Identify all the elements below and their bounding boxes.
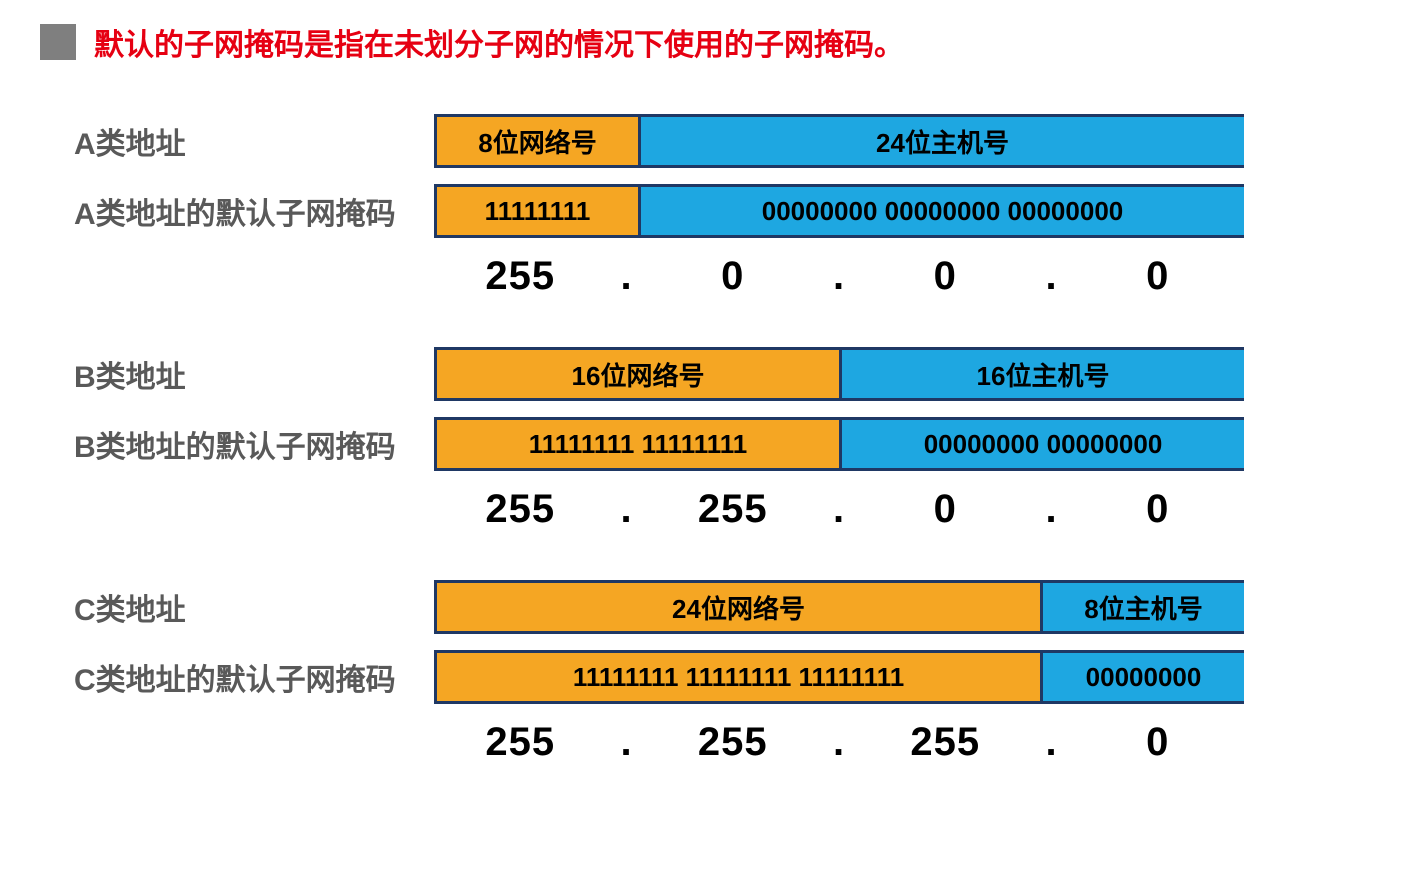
mask-net-segment: 11111111 11111111: [437, 420, 839, 468]
class-block-b: B类地址 16位网络号 16位主机号 B类地址的默认子网掩码 11111111 …: [40, 347, 1372, 532]
mask-row: C类地址的默认子网掩码 11111111 11111111 11111111 0…: [74, 650, 1372, 704]
octet: 255: [647, 720, 820, 765]
dot: .: [1032, 254, 1072, 299]
decimal-row: 255 . 255 . 0 . 0: [434, 487, 1244, 532]
dot: .: [1032, 487, 1072, 532]
dot: .: [607, 720, 647, 765]
addr-row: C类地址 24位网络号 8位主机号: [74, 580, 1372, 634]
class-block-c: C类地址 24位网络号 8位主机号 C类地址的默认子网掩码 11111111 1…: [40, 580, 1372, 765]
decimal-row: 255 . 255 . 255 . 0: [434, 720, 1244, 765]
mask-label: A类地址的默认子网掩码: [74, 189, 434, 233]
octet: 0: [647, 254, 820, 299]
host-segment: 24位主机号: [641, 117, 1244, 165]
net-segment: 16位网络号: [437, 350, 839, 398]
octet: 0: [1072, 487, 1245, 532]
octet: 255: [434, 254, 607, 299]
bullet-icon: [40, 24, 76, 60]
mask-row: B类地址的默认子网掩码 11111111 11111111 00000000 0…: [74, 417, 1372, 471]
class-block-a: A类地址 8位网络号 24位主机号 A类地址的默认子网掩码 11111111 0…: [40, 114, 1372, 299]
addr-label: A类地址: [74, 119, 434, 163]
octet: 0: [1072, 254, 1245, 299]
octet: 0: [1072, 720, 1245, 765]
octet: 255: [647, 487, 820, 532]
mask-host-segment: 00000000: [1043, 653, 1244, 701]
mask-row: A类地址的默认子网掩码 11111111 00000000 00000000 0…: [74, 184, 1372, 238]
page-title: 默认的子网掩码是指在未划分子网的情况下使用的子网掩码。: [94, 20, 904, 64]
dot: .: [819, 254, 859, 299]
mask-host-segment: 00000000 00000000 00000000: [641, 187, 1244, 235]
mask-host-segment: 00000000 00000000: [842, 420, 1244, 468]
dot: .: [819, 487, 859, 532]
octet: 0: [859, 487, 1032, 532]
dot: .: [607, 487, 647, 532]
addr-bar: 16位网络号 16位主机号: [434, 347, 1244, 401]
octet: 255: [859, 720, 1032, 765]
host-segment: 8位主机号: [1043, 583, 1244, 631]
addr-row: B类地址 16位网络号 16位主机号: [74, 347, 1372, 401]
header: 默认的子网掩码是指在未划分子网的情况下使用的子网掩码。: [40, 20, 1372, 64]
net-segment: 8位网络号: [437, 117, 638, 165]
addr-label: B类地址: [74, 352, 434, 396]
decimal-row: 255 . 0 . 0 . 0: [434, 254, 1244, 299]
mask-bar: 11111111 11111111 00000000 00000000: [434, 417, 1244, 471]
dot: .: [819, 720, 859, 765]
mask-bar: 11111111 11111111 11111111 00000000: [434, 650, 1244, 704]
dot: .: [607, 254, 647, 299]
host-segment: 16位主机号: [842, 350, 1244, 398]
mask-bar: 11111111 00000000 00000000 00000000: [434, 184, 1244, 238]
mask-net-segment: 11111111 11111111 11111111: [437, 653, 1040, 701]
addr-bar: 24位网络号 8位主机号: [434, 580, 1244, 634]
addr-label: C类地址: [74, 585, 434, 629]
addr-row: A类地址 8位网络号 24位主机号: [74, 114, 1372, 168]
addr-bar: 8位网络号 24位主机号: [434, 114, 1244, 168]
mask-label: B类地址的默认子网掩码: [74, 422, 434, 466]
octet: 255: [434, 487, 607, 532]
mask-net-segment: 11111111: [437, 187, 638, 235]
dot: .: [1032, 720, 1072, 765]
net-segment: 24位网络号: [437, 583, 1040, 631]
octet: 255: [434, 720, 607, 765]
octet: 0: [859, 254, 1032, 299]
mask-label: C类地址的默认子网掩码: [74, 655, 434, 699]
